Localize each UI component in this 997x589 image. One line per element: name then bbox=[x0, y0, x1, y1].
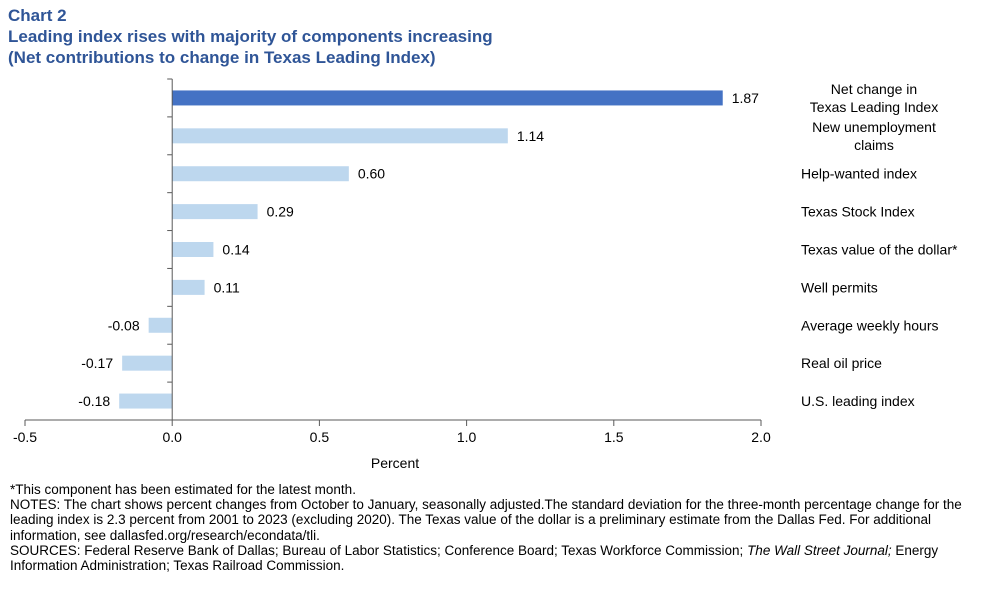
x-axis-title: Percent bbox=[371, 455, 419, 471]
value-label: -0.17 bbox=[81, 355, 113, 371]
bar bbox=[172, 279, 205, 295]
bar bbox=[122, 355, 173, 371]
category-label: Net change in bbox=[831, 81, 917, 97]
bar bbox=[119, 393, 173, 409]
notes-text: NOTES: The chart shows percent changes f… bbox=[10, 497, 962, 543]
category-label: Texas Leading Index bbox=[810, 99, 938, 115]
bar bbox=[172, 204, 258, 220]
footnotes: *This component has been estimated for t… bbox=[10, 482, 990, 573]
sources-text: SOURCES: Federal Reserve Bank of Dallas;… bbox=[10, 543, 990, 573]
sources-prefix: SOURCES: Federal Reserve Bank of Dallas;… bbox=[10, 542, 748, 558]
category-label: Texas value of the dollar* bbox=[801, 242, 958, 258]
category-label: Texas Stock Index bbox=[801, 204, 915, 220]
bar bbox=[172, 90, 723, 106]
value-label: 1.14 bbox=[517, 128, 544, 144]
sources-suffix: Energy Information Administration; Texas… bbox=[10, 542, 939, 574]
sources-italic: The Wall Street Journal; bbox=[747, 542, 892, 558]
x-tick-label: 0.5 bbox=[310, 429, 330, 445]
bar bbox=[172, 166, 349, 182]
category-label: claims bbox=[854, 137, 894, 153]
value-label: 0.14 bbox=[222, 242, 249, 258]
x-tick-label: -0.5 bbox=[13, 429, 37, 445]
value-label: -0.08 bbox=[108, 317, 140, 333]
category-label: Well permits bbox=[801, 279, 878, 295]
x-tick-label: 1.0 bbox=[457, 429, 477, 445]
value-label: 1.87 bbox=[732, 90, 759, 106]
category-label: Real oil price bbox=[801, 355, 882, 371]
value-label: -0.18 bbox=[78, 393, 110, 409]
x-tick-label: 0.0 bbox=[162, 429, 182, 445]
value-label: 0.11 bbox=[214, 279, 240, 295]
category-label: Help-wanted index bbox=[801, 166, 917, 182]
category-label: Average weekly hours bbox=[801, 317, 938, 333]
category-label: U.S. leading index bbox=[801, 393, 915, 409]
chart-label: Chart 2 bbox=[8, 6, 67, 25]
value-label: 0.29 bbox=[267, 204, 294, 220]
x-tick-label: 2.0 bbox=[751, 429, 771, 445]
value-label: 0.60 bbox=[358, 166, 385, 182]
category-label: New unemployment bbox=[812, 119, 936, 135]
estimate-footnote: *This component has been estimated for t… bbox=[10, 482, 356, 497]
bar bbox=[172, 128, 508, 144]
chart-subtitle: (Net contributions to change in Texas Le… bbox=[8, 48, 436, 67]
bar bbox=[172, 242, 214, 257]
bar bbox=[148, 317, 173, 333]
bar-chart: 1.87 Net change in Texas Leading Index 1.14… bbox=[13, 78, 958, 471]
x-tick-label: 1.5 bbox=[604, 429, 624, 445]
chart-title: Leading index rises with majority of com… bbox=[8, 27, 493, 46]
